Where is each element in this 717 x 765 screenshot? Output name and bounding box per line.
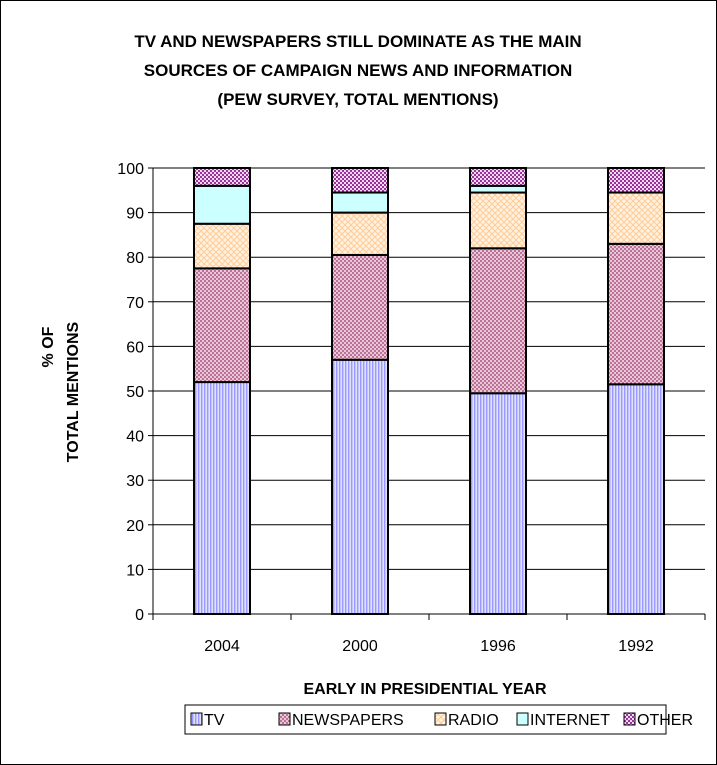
legend: TV NEWSPAPERS RADIO INTERNET OTHER — [184, 704, 693, 735]
bar-segment-other-2000 — [331, 167, 389, 194]
chart-title-line-2: SOURCES OF CAMPAIGN NEWS AND INFORMATION — [144, 61, 572, 80]
legend-label-newspapers: NEWSPAPERS — [292, 712, 404, 729]
y-tick-label: 50 — [126, 384, 144, 401]
bars — [193, 167, 665, 616]
x-ticks: 2004 2000 1996 1992 — [152, 614, 706, 655]
bar-segment-internet-2004 — [193, 184, 251, 225]
x-tick-label: 1996 — [480, 638, 516, 655]
y-tick-label: 80 — [126, 250, 144, 267]
bar-segment-other-1996 — [469, 167, 527, 187]
legend-swatch-newspapers — [278, 712, 291, 726]
legend-swatch-radio — [434, 712, 447, 726]
y-tick-label: 100 — [117, 161, 144, 178]
bar-segment-newspapers-2000 — [331, 253, 389, 361]
y-tick-label: 30 — [126, 473, 144, 490]
y-ticks: 0 10 20 30 40 50 60 70 80 90 100 — [117, 161, 153, 624]
bar-segment-tv-2004 — [193, 381, 251, 615]
bar-segment-radio-1996 — [469, 191, 527, 250]
bar-segment-radio-2000 — [331, 211, 389, 256]
bar-segment-radio-1992 — [607, 191, 665, 245]
legend-swatch-internet — [516, 712, 529, 726]
chart-title-line-3: (PEW SURVEY, TOTAL MENTIONS) — [217, 90, 498, 109]
bar-segment-other-2004 — [193, 167, 251, 187]
y-tick-label: 0 — [135, 607, 144, 624]
chart-title-line-1: TV AND NEWSPAPERS STILL DOMINATE AS THE … — [134, 32, 581, 51]
bar-segment-newspapers-2004 — [193, 267, 251, 384]
x-tick-label: 2004 — [204, 638, 240, 655]
bar-segment-internet-1996 — [469, 184, 527, 194]
legend-label-radio: RADIO — [448, 712, 499, 729]
y-tick-label: 70 — [126, 295, 144, 312]
y-tick-label: 40 — [126, 429, 144, 446]
bar-segment-tv-1992 — [607, 383, 665, 615]
bar-segment-newspapers-1992 — [607, 242, 665, 386]
x-tick-label: 2000 — [342, 638, 378, 655]
y-axis-title-line-2: TOTAL MENTIONS — [65, 321, 82, 462]
bar-segment-radio-2004 — [193, 222, 251, 270]
bar-segment-other-1992 — [607, 167, 665, 194]
legend-label-other: OTHER — [637, 712, 693, 729]
y-tick-label: 10 — [126, 562, 144, 579]
legend-swatch-other — [623, 712, 636, 726]
y-tick-label: 20 — [126, 518, 144, 535]
legend-label-internet: INTERNET — [530, 712, 610, 729]
bar-segment-internet-2000 — [331, 191, 389, 214]
x-tick-label: 1992 — [618, 638, 654, 655]
y-tick-label: 60 — [126, 339, 144, 356]
bar-segment-newspapers-1996 — [469, 247, 527, 395]
legend-swatch-tv — [190, 712, 203, 726]
y-axis-title-line-1: % OF — [40, 326, 57, 367]
legend-label-tv: TV — [204, 712, 225, 729]
legend-box — [184, 704, 667, 735]
x-axis-title: EARLY IN PRESIDENTIAL YEAR — [303, 681, 546, 698]
y-tick-label: 90 — [126, 206, 144, 223]
bar-segment-tv-1996 — [469, 392, 527, 616]
bar-segment-tv-2000 — [331, 358, 389, 615]
